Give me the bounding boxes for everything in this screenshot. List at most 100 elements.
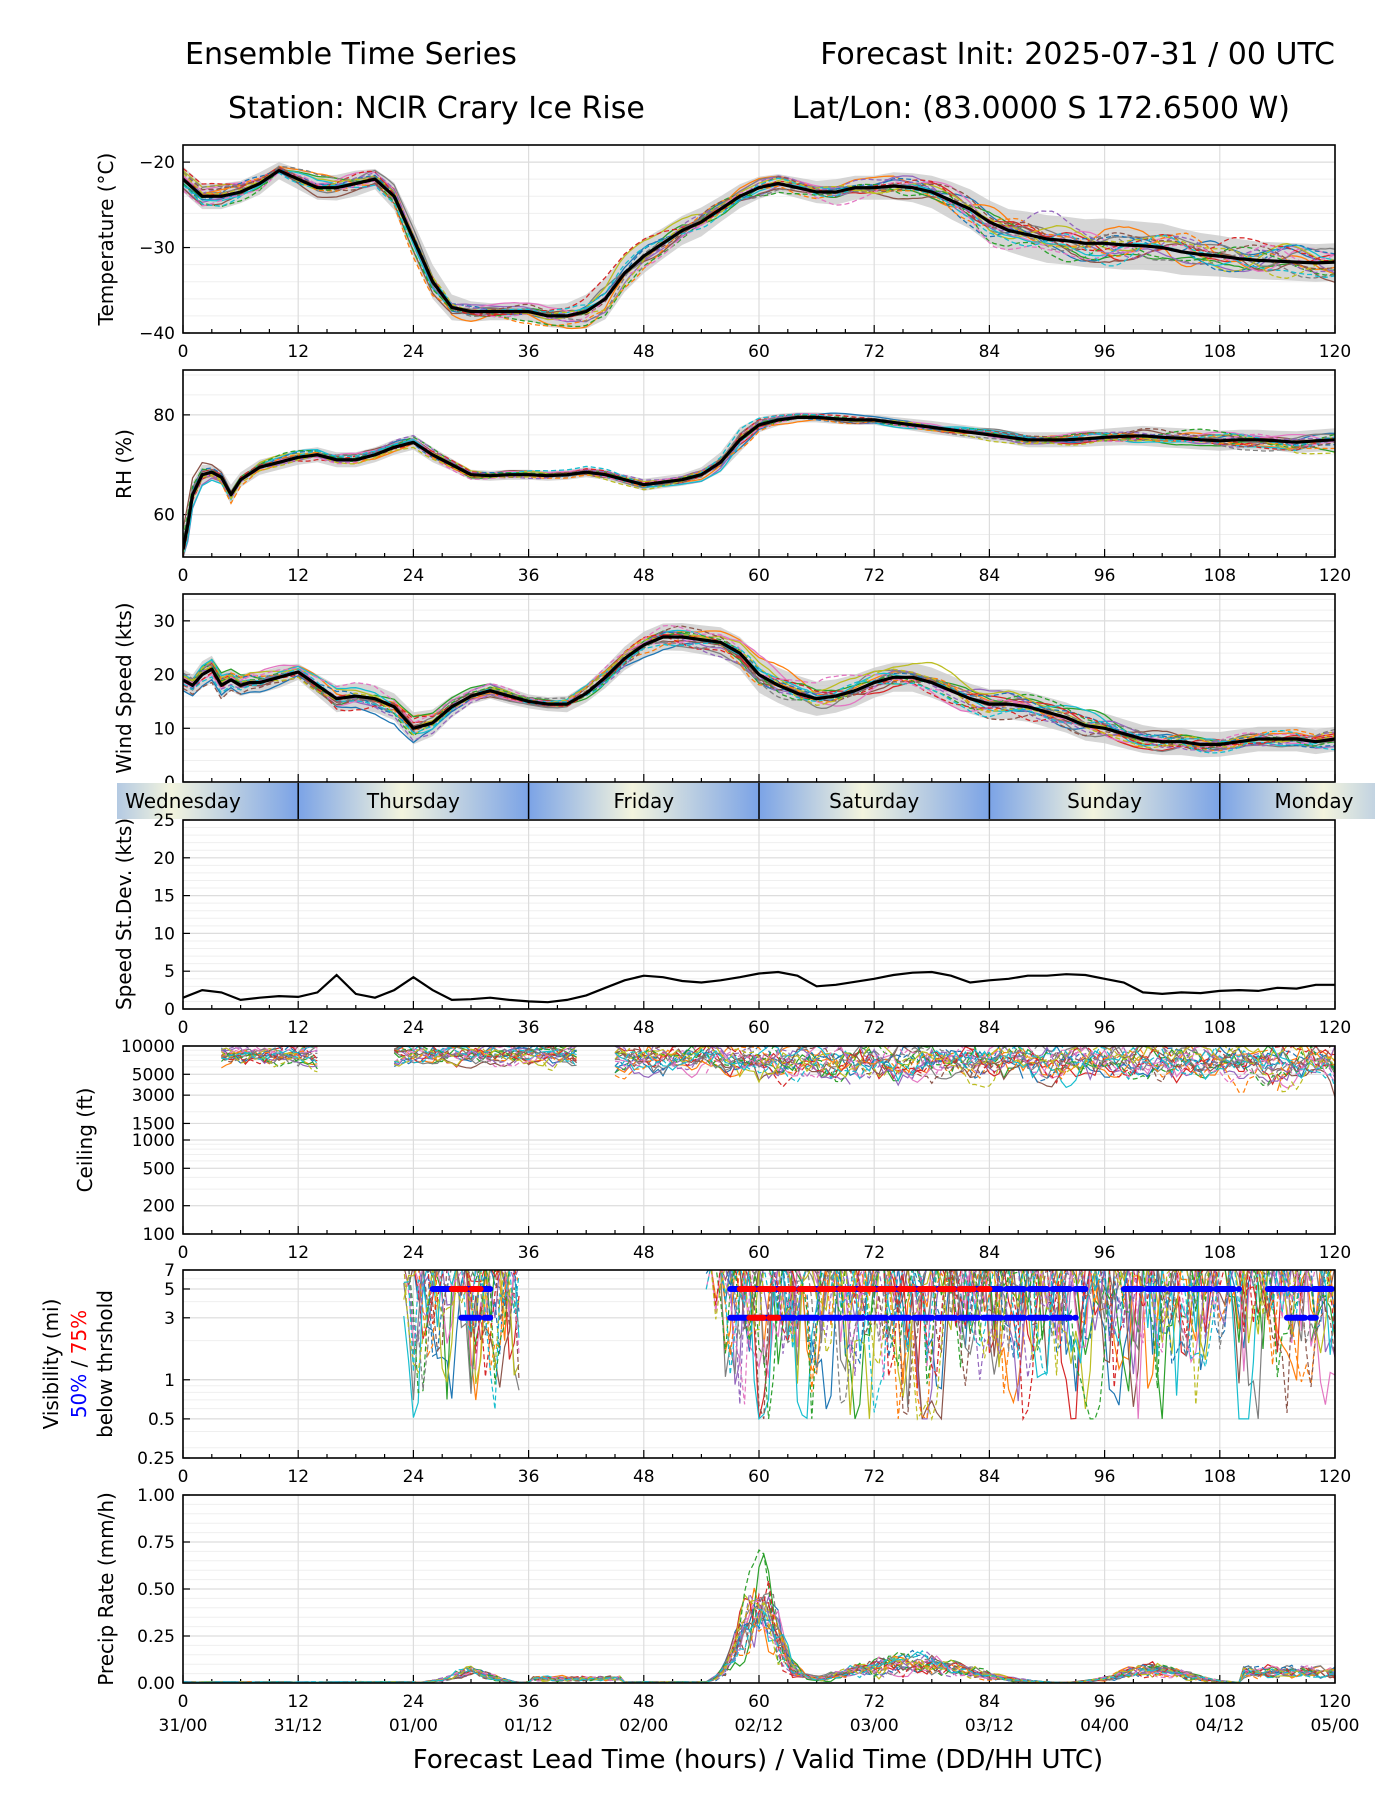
visibility-member-line [418,1270,520,1371]
valid-time-label: 01/00 [389,1716,438,1736]
visibility-member-line [730,1270,1326,1405]
x-tick-label: 48 [633,342,655,362]
ceiling-member-line [1258,1046,1335,1083]
y-tick-label: 20 [153,849,175,869]
valid-time-label: 03/12 [965,1716,1014,1736]
valid-time-label: 03/00 [850,1716,899,1736]
y-tick-label: 5 [164,1280,175,1300]
ceiling-member-line [221,1046,318,1054]
plot-area-precip_rate [183,1548,1335,1683]
visibility-member-line [404,1270,515,1388]
y-tick-label: 0.50 [137,1580,175,1600]
label-50-percent: 50% [67,1374,91,1418]
y-axis-label-below: below thrshold [93,1290,117,1438]
x-tick-label: 60 [748,1467,770,1487]
visibility-member-line [427,1270,520,1358]
valid-time-label: 31/12 [274,1716,323,1736]
x-tick-label: 60 [748,566,770,586]
ensemble-member-line [183,415,1335,553]
x-tick-label: 48 [633,1692,655,1712]
x-tick-label: 48 [633,566,655,586]
x-tick-label: 72 [863,1018,885,1038]
x-tick-label: 12 [287,566,309,586]
y-tick-label: 1500 [132,1114,175,1134]
panel-visibility: 0.25 0.5 1 3 57 0 12 24 36 48 60 72 84 96 108 120 Visibi… [39,1261,1351,1487]
ensemble-mean-line [183,635,1335,746]
x-tick-label: 24 [403,1018,425,1038]
y-tick-label: 15 [153,887,175,907]
day-label: Saturday [829,789,919,813]
visibility-member-line [705,1270,1335,1419]
valid-time-label: 04/12 [1195,1716,1244,1736]
plot-frame [182,1269,1336,1459]
x-tick-label: 0 [178,342,189,362]
x-tick-label: 120 [1319,1467,1351,1487]
day-label: Sunday [1067,789,1142,813]
title-right-line1: Forecast Init: 2025-07-31 / 00 UTC [820,37,1335,72]
ensemble-member-line [183,629,1335,747]
x-tick-label: 72 [863,342,885,362]
y-tick-label: −30 [139,239,175,259]
valid-time-label: 05/00 [1311,1716,1360,1736]
x-tick-label: 72 [863,1467,885,1487]
x-tick-label: 120 [1319,566,1351,586]
x-tick-label: 108 [1204,1243,1236,1263]
y-axis-label: Visibility (mi) [39,1299,63,1430]
y-axis-label: Temperature (°C) [94,153,118,327]
title-left-line1: Ensemble Time Series [185,37,517,72]
y-tick-label: 10 [153,719,175,739]
ceiling-member-line [950,1047,990,1064]
x-tick-label: 0 [178,1467,189,1487]
plot-area-relative_humidity [183,412,1335,557]
x-tick-label: 84 [979,566,1001,586]
y-tick-label: 0 [164,1000,175,1020]
y-axis-label: Ceiling (ft) [73,1088,97,1193]
plot-frame [182,593,1336,783]
x-tick-label: 108 [1204,1018,1236,1038]
x-tick-label: 84 [979,1467,1001,1487]
x-tick-label: 84 [979,1692,1001,1712]
day-cell [759,783,990,819]
visibility-member-line [408,1270,510,1394]
y-tick-label: 80 [153,406,175,426]
ceiling-member-line [393,1046,553,1068]
y-tick-label: −20 [139,153,175,173]
ensemble-member-line [183,625,1335,749]
y-tick-label: 500 [143,1159,175,1179]
ceiling-member-line [1209,1046,1335,1093]
stdev-line [183,970,1335,1004]
day-label: Monday [1275,789,1354,813]
y-tick-label: 1000 [132,1131,175,1151]
panel-relative_humidity: 60 80 0 12 24 36 48 60 72 84 96 108 120 RH (%) [112,369,1351,586]
day-band: Wednesday Thursday Friday Saturday Sunday Mon… [117,783,1375,819]
x-tick-label: 96 [1094,1467,1116,1487]
ceiling-member-line [614,1046,1335,1085]
plot-area-wind_speed [183,623,1335,758]
day-label: Thursday [366,789,460,813]
x-tick-label: 36 [518,1243,540,1263]
plot-frame [182,1494,1336,1684]
ceiling-member-line [705,1046,1335,1084]
visibility-member-line [413,1270,520,1360]
x-tick-label: 36 [518,1692,540,1712]
y-tick-label: −40 [139,324,175,344]
y-tick-label: 0.25 [137,1449,175,1469]
x-tick-label: 12 [287,1243,309,1263]
x-tick-label: 0 [178,1692,189,1712]
x-tick-label: 24 [403,1692,425,1712]
plot-area-visibility [403,1270,1335,1422]
y-tick-label: 30 [153,612,175,632]
visibility-member-line [720,1270,1335,1420]
ceiling-member-line [1276,1046,1335,1091]
x-axis-label: Forecast Lead Time (hours) / Valid Time … [413,1745,1103,1775]
visibility-member-line [465,1270,510,1401]
visibility-member-line [433,1270,504,1400]
visibility-member-line [408,1270,519,1342]
x-tick-label: 96 [1094,1018,1116,1038]
x-tick-label: 84 [979,1243,1001,1263]
y-tick-label: 200 [143,1197,175,1217]
x-tick-label: 120 [1319,1018,1351,1038]
visibility-member-line [403,1270,520,1410]
x-tick-label: 108 [1204,566,1236,586]
